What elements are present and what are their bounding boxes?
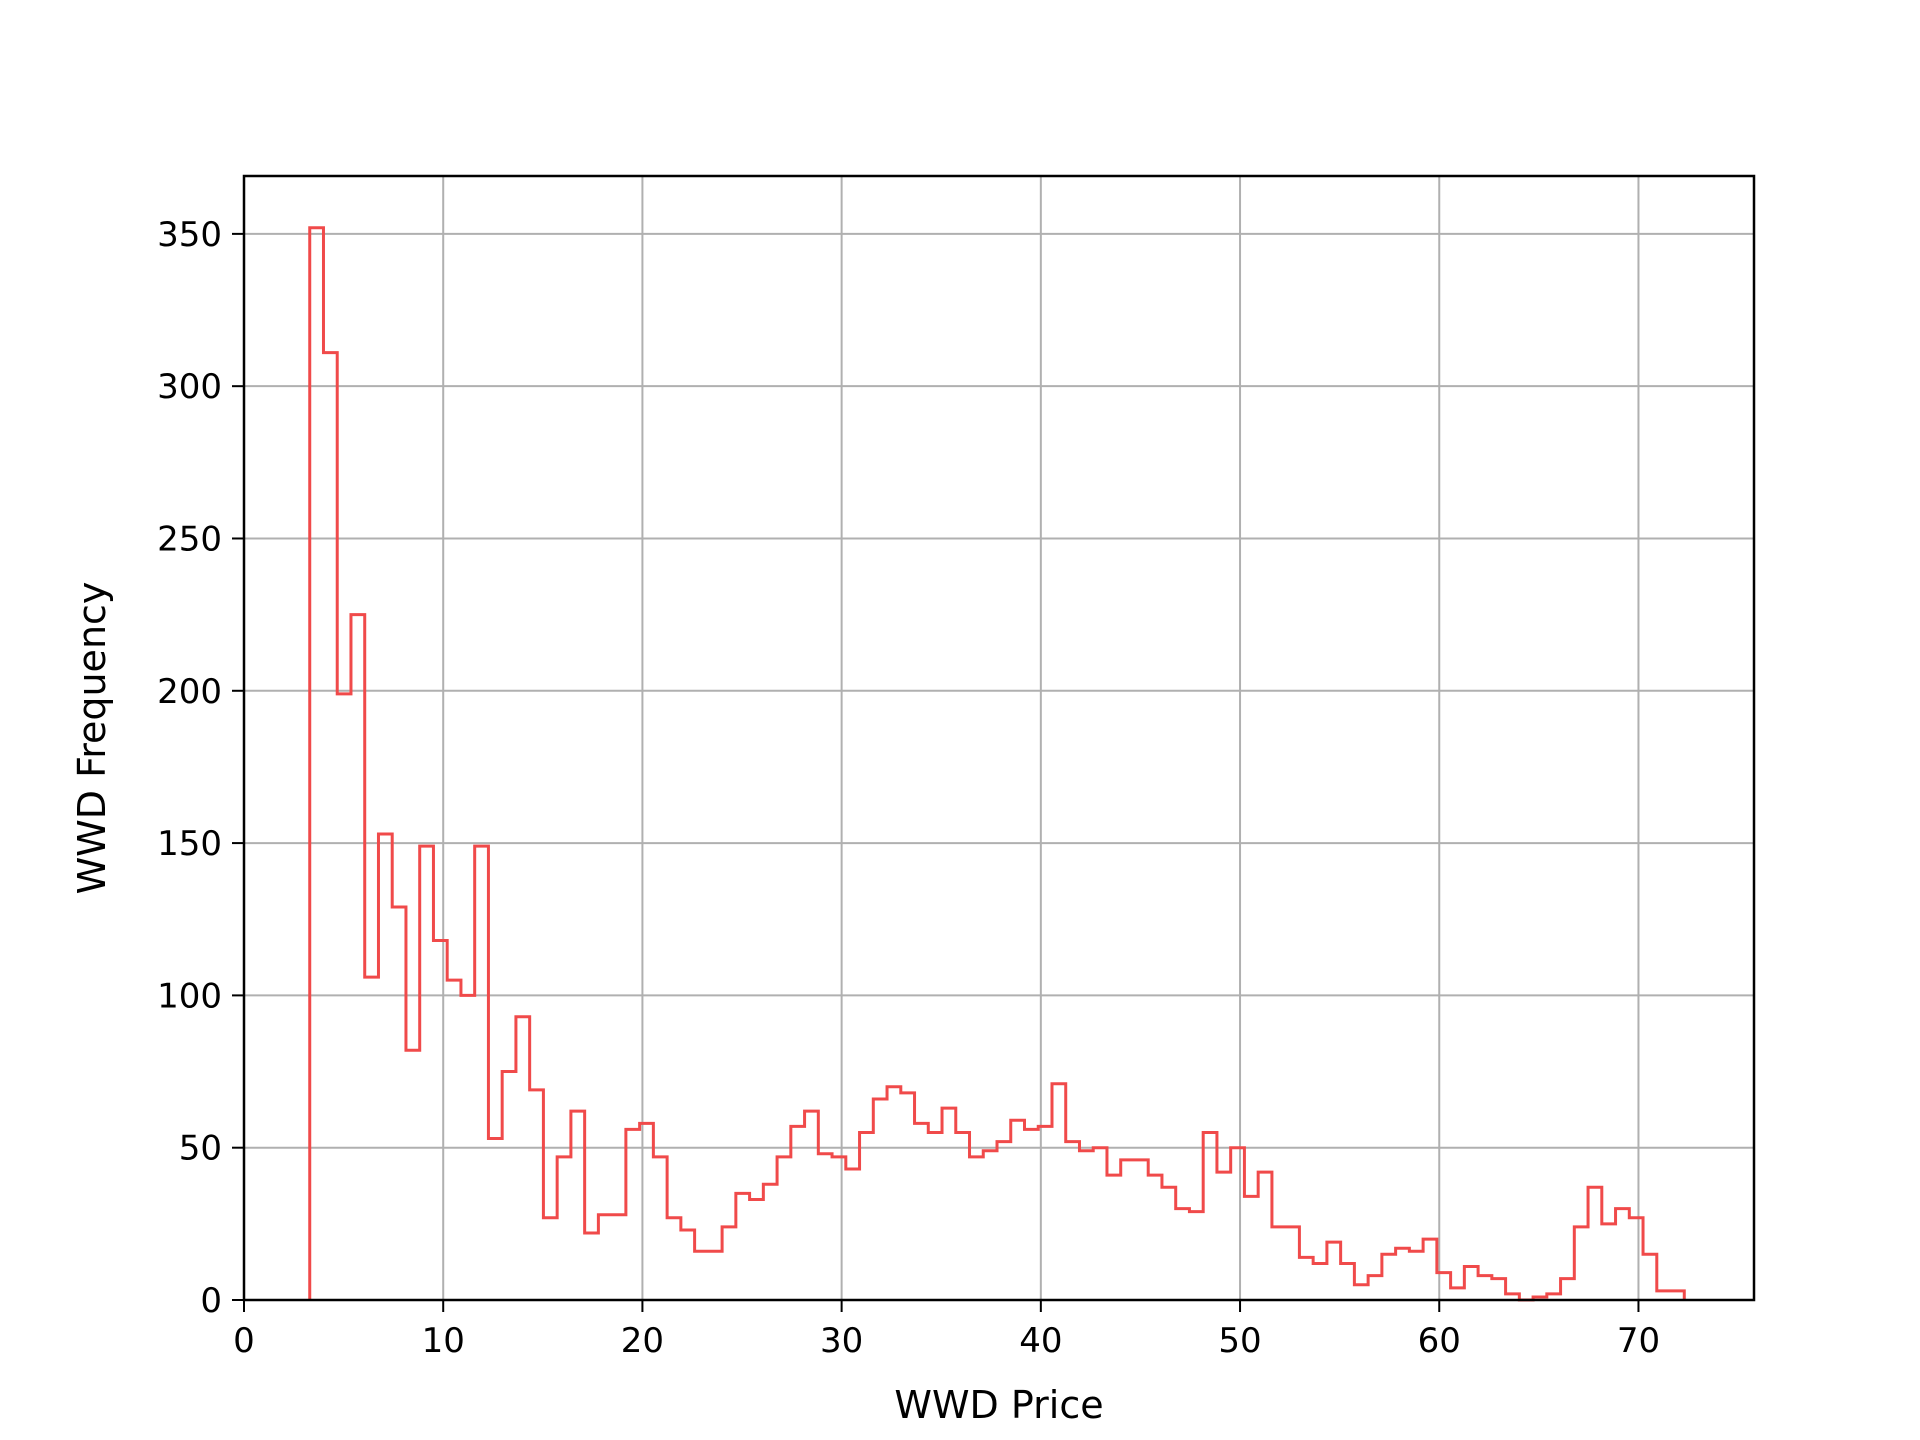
histogram-step-line: [308, 226, 1686, 1302]
plot-frame: [242, 174, 1756, 1302]
x-tick-label: 20: [621, 1321, 664, 1361]
x-tick-label: 70: [1617, 1321, 1660, 1361]
x-tick-label: 60: [1418, 1321, 1461, 1361]
y-tick-label: 150: [157, 824, 222, 864]
x-tick-label: 10: [422, 1321, 465, 1361]
y-axis-label: WWD Frequency: [70, 582, 114, 895]
y-tick-label: 200: [157, 672, 222, 712]
y-tick-label: 250: [157, 519, 222, 559]
x-axis-ticks: 0 10 20 30 40 50 60 70: [233, 1300, 1660, 1361]
y-tick-label: 350: [157, 215, 222, 255]
y-tick-label: 300: [157, 367, 222, 407]
x-tick-label: 0: [233, 1321, 255, 1361]
x-tick-label: 40: [1019, 1321, 1062, 1361]
y-tick-label: 0: [200, 1281, 222, 1321]
x-tick-label: 30: [820, 1321, 863, 1361]
y-tick-label: 100: [157, 976, 222, 1016]
x-tick-label: 50: [1218, 1321, 1261, 1361]
grid-lines: [243, 176, 1754, 1301]
x-axis-label: WWD Price: [894, 1383, 1103, 1427]
y-tick-label: 50: [179, 1129, 222, 1169]
y-axis-ticks: 0 50 100 150 200 250 300 350: [157, 215, 244, 1321]
